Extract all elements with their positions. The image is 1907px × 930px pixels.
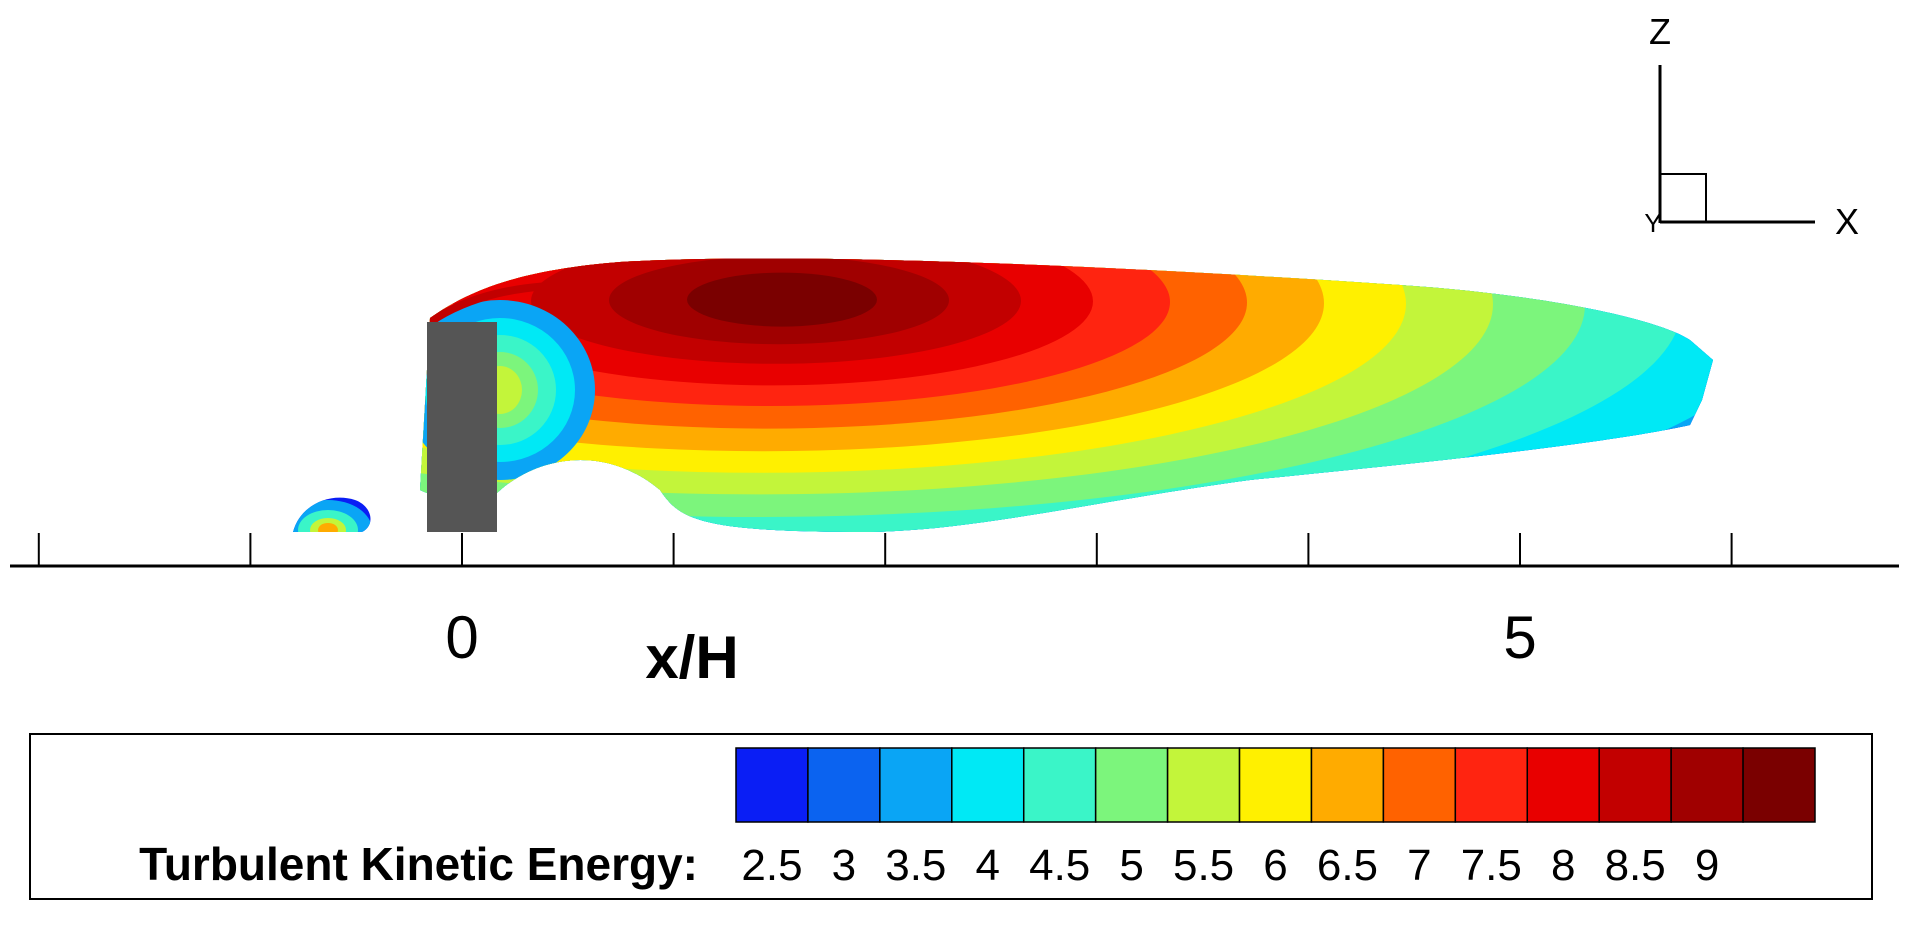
colorbar-swatch-11 <box>1526 747 1600 823</box>
axes-triad: Z X Y <box>1644 11 1859 242</box>
colorbar-label-1: 3 <box>832 841 856 890</box>
colorbar-swatch-7 <box>1238 747 1313 823</box>
colorbar: 2.5 3 3.5 4 4.5 5 5.5 6 6.5 7 7.5 8 8.5 9 <box>735 747 1816 890</box>
colorbar-label-5: 5 <box>1119 841 1143 890</box>
colorbar-swatch-14 <box>1742 747 1816 823</box>
colorbar-label-8: 6.5 <box>1317 841 1378 890</box>
upstream-tke-blob <box>293 497 371 532</box>
colorbar-label-2: 3.5 <box>885 841 946 890</box>
colorbar-label-12: 8.5 <box>1605 841 1666 890</box>
colorbar-swatch-10 <box>1454 747 1529 823</box>
colorbar-swatch-12 <box>1598 747 1672 823</box>
colorbar-swatch-3 <box>951 747 1025 823</box>
colorbar-swatch-9 <box>1382 747 1457 823</box>
colorbar-label-3: 4 <box>976 841 1000 890</box>
obstacle-block <box>427 322 497 532</box>
triad-y-label: Y <box>1644 208 1661 238</box>
x-tick-label-5: 5 <box>1503 604 1536 671</box>
colorbar-swatch-4 <box>1022 747 1097 823</box>
tke-contour-field <box>420 258 1713 532</box>
blob-band-4 <box>318 523 338 532</box>
colorbar-title: Turbulent Kinetic Energy: <box>139 838 698 890</box>
colorbar-label-0: 2.5 <box>741 841 802 890</box>
colorbar-label-11: 8 <box>1551 841 1575 890</box>
x-tick-label-0: 0 <box>445 604 478 671</box>
colorbar-label-10: 7.5 <box>1461 841 1522 890</box>
colorbar-swatch-1 <box>807 747 881 823</box>
colorbar-swatch-8 <box>1310 747 1385 823</box>
colorbar-swatch-0 <box>735 747 809 823</box>
triad-z-label: Z <box>1649 11 1671 52</box>
shear-layer-ridge <box>427 281 581 326</box>
colorbar-swatch-6 <box>1166 747 1241 823</box>
x-axis-ticks <box>37 533 1733 566</box>
colorbar-label-7: 6 <box>1263 841 1287 890</box>
colorbar-label-4: 4.5 <box>1029 841 1090 890</box>
colorbar-label-6: 5.5 <box>1173 841 1234 890</box>
x-axis-title: x/H <box>645 624 738 691</box>
colorbar-label-13: 9 <box>1695 841 1719 890</box>
triad-x-label: X <box>1835 201 1859 242</box>
colorbar-swatch-13 <box>1670 747 1744 823</box>
colorbar-swatch-2 <box>879 747 953 823</box>
colorbar-swatch-5 <box>1094 747 1169 823</box>
colorbar-label-9: 7 <box>1407 841 1431 890</box>
contour-band-14 <box>687 272 877 327</box>
